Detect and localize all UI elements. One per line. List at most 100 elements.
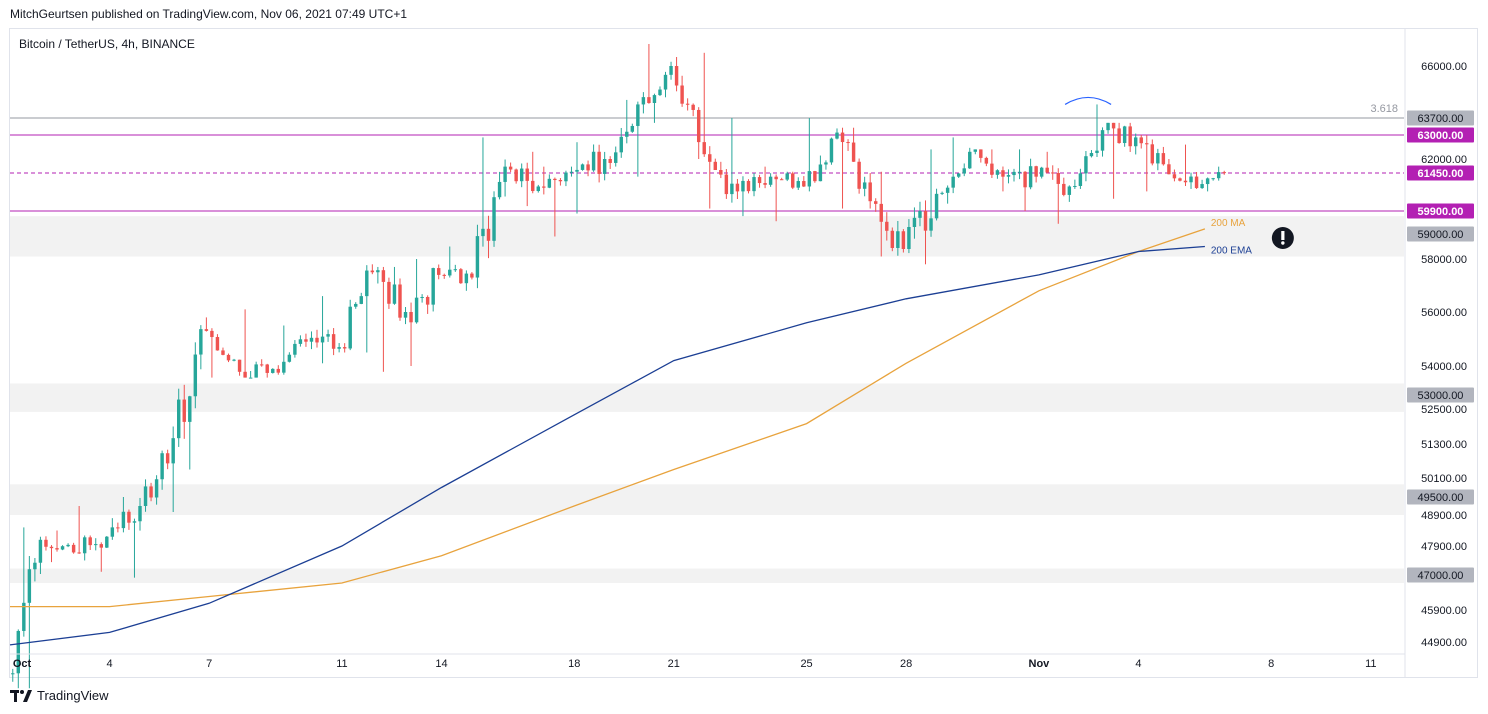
candle-down bbox=[459, 269, 463, 284]
price-tick-label: 47900.00 bbox=[1421, 541, 1467, 553]
candle-up bbox=[464, 273, 469, 284]
candle-up bbox=[420, 296, 424, 298]
candle-up bbox=[973, 149, 978, 152]
price-level-tag-label: 49500.00 bbox=[1418, 492, 1464, 504]
chart-frame bbox=[9, 28, 1478, 678]
tradingview-brand[interactable]: TradingView bbox=[10, 688, 109, 703]
candle-up bbox=[807, 171, 812, 187]
candle-up bbox=[248, 377, 253, 379]
candle-down bbox=[791, 173, 795, 188]
candle-up bbox=[1084, 156, 1088, 174]
candle-up bbox=[403, 312, 408, 318]
candle-up bbox=[580, 164, 585, 170]
candle-up bbox=[835, 132, 839, 139]
candle-down bbox=[558, 180, 563, 182]
price-level-tag-label: 61450.00 bbox=[1418, 168, 1464, 180]
candle-down bbox=[990, 163, 994, 175]
candle-up bbox=[254, 364, 258, 378]
candle-down bbox=[586, 164, 590, 171]
time-axis: Oct 4 7 11 14 18 21 25 28 Nov 4 8 11 bbox=[9, 653, 1405, 670]
candle-up bbox=[271, 368, 275, 373]
candle-down bbox=[713, 161, 718, 171]
candle-up bbox=[768, 176, 773, 185]
candle-down bbox=[857, 161, 861, 189]
candle-up bbox=[912, 217, 917, 228]
candle-down bbox=[387, 281, 391, 304]
support-zone bbox=[10, 216, 1404, 257]
support-zone bbox=[10, 568, 1404, 583]
price-level-tag bbox=[1407, 226, 1474, 242]
price-tick-label: 54000.00 bbox=[1421, 361, 1467, 373]
symbol-title: Bitcoin / TetherUS, 4h, BINANCE bbox=[19, 37, 195, 51]
candle-up bbox=[1078, 173, 1083, 186]
price-level-tag bbox=[1407, 203, 1474, 219]
candle-down bbox=[88, 537, 92, 546]
candle-down bbox=[259, 364, 264, 366]
candle-down bbox=[702, 142, 706, 155]
price-level-tag-label: 63700.00 bbox=[1418, 113, 1464, 125]
price-tick-label: 50100.00 bbox=[1421, 473, 1467, 485]
candle-up bbox=[1189, 176, 1193, 183]
candle-down bbox=[531, 180, 535, 192]
time-tick-label: 18 bbox=[568, 658, 580, 670]
candle-up bbox=[968, 151, 972, 169]
candle-down bbox=[608, 159, 612, 163]
candle-down bbox=[846, 142, 850, 144]
candle-down bbox=[890, 230, 895, 248]
time-tick-label: Oct bbox=[13, 658, 32, 670]
candle-up bbox=[16, 630, 21, 674]
annotations bbox=[1064, 96, 1294, 249]
candle-down bbox=[1051, 172, 1055, 174]
candle-down bbox=[425, 296, 430, 305]
candle-down bbox=[1111, 122, 1116, 129]
candle-down bbox=[49, 546, 54, 549]
price-tick-label: 45900.00 bbox=[1421, 605, 1467, 617]
candle-up bbox=[569, 171, 574, 173]
candlesticks bbox=[11, 44, 1226, 689]
time-tick-label: 25 bbox=[800, 658, 812, 670]
candle-down bbox=[182, 399, 186, 422]
candle-up bbox=[934, 193, 939, 219]
candle-down bbox=[315, 337, 319, 343]
candle-up bbox=[663, 74, 668, 90]
candle-up bbox=[796, 181, 800, 188]
candle-up bbox=[282, 361, 286, 373]
candle-up bbox=[481, 228, 485, 237]
candle-down bbox=[984, 157, 989, 164]
candle-down bbox=[763, 183, 767, 185]
candle-up bbox=[121, 511, 126, 529]
candle-up bbox=[625, 131, 629, 137]
candle-down bbox=[746, 180, 751, 192]
moving-averages: 200 MA 200 EMA bbox=[9, 218, 1252, 646]
candle-down bbox=[127, 511, 131, 523]
candle-down bbox=[1139, 137, 1143, 144]
candle-up bbox=[785, 173, 789, 180]
candle-up bbox=[320, 336, 325, 343]
exclamation-dot bbox=[1281, 241, 1285, 245]
candle-down bbox=[674, 66, 679, 86]
candle-down bbox=[226, 354, 231, 361]
candle-up bbox=[33, 562, 37, 570]
candle-up bbox=[154, 479, 159, 498]
candle-up bbox=[431, 268, 435, 305]
candle-up bbox=[1100, 130, 1105, 151]
brand-label: TradingView bbox=[37, 688, 109, 703]
candle-up bbox=[232, 359, 236, 361]
candle-down bbox=[265, 364, 269, 373]
price-tick-label: 56000.00 bbox=[1421, 307, 1467, 319]
candle-down bbox=[879, 203, 883, 222]
candle-down bbox=[851, 142, 856, 162]
candle-down bbox=[331, 334, 336, 349]
candle-down bbox=[757, 177, 762, 184]
candle-down bbox=[398, 284, 402, 318]
candle-down bbox=[1062, 183, 1066, 195]
candle-down bbox=[774, 176, 778, 180]
candle-down bbox=[99, 544, 103, 548]
candle-up bbox=[392, 284, 397, 304]
candle-down bbox=[55, 548, 59, 550]
time-tick-label: 4 bbox=[107, 658, 113, 670]
candle-down bbox=[1172, 174, 1177, 179]
exclamation-bar bbox=[1281, 231, 1285, 240]
candle-up bbox=[1067, 186, 1072, 195]
